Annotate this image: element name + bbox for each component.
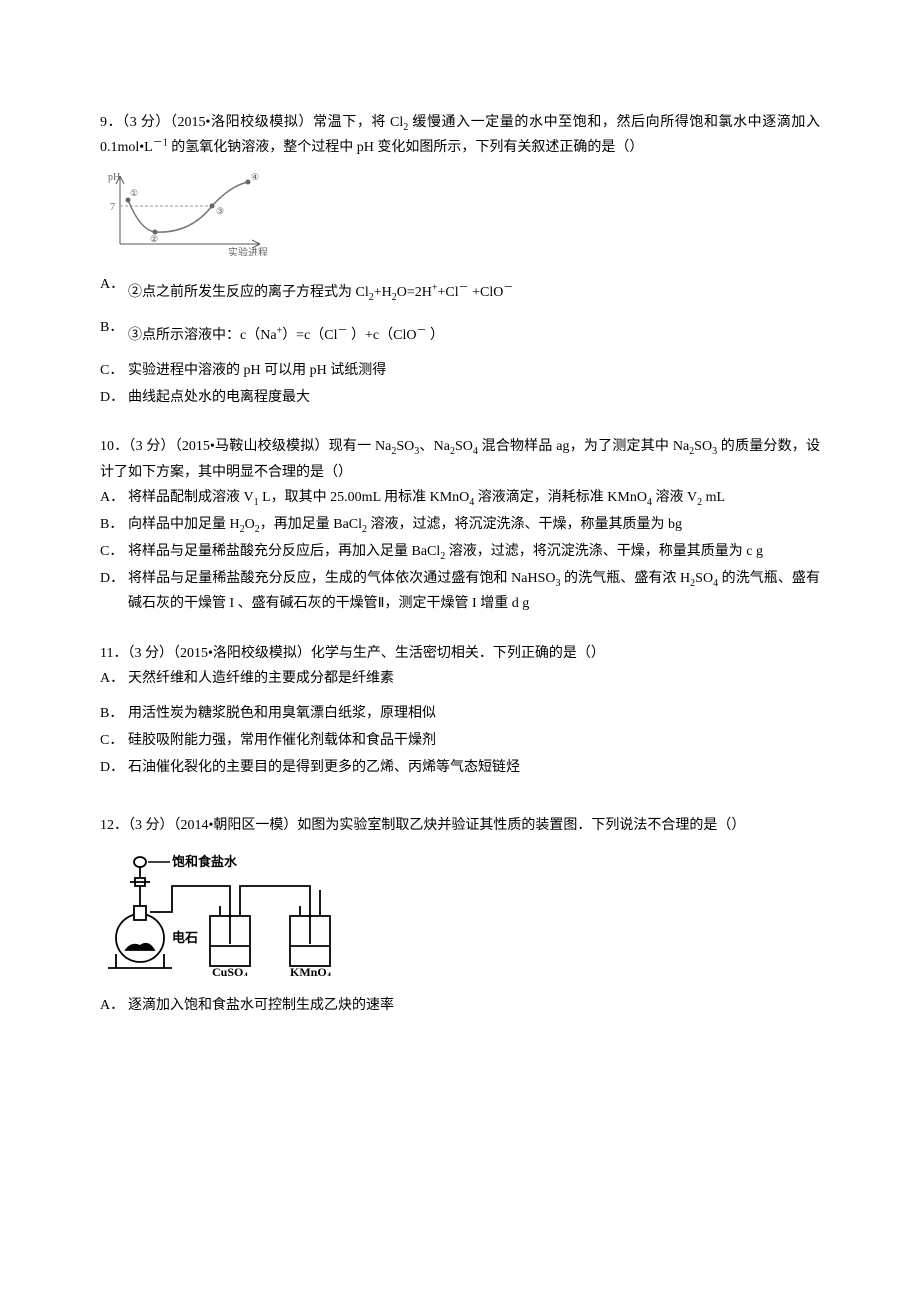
txt: +H <box>374 285 392 300</box>
circle-2: ②点之前所发生反应的离子方程式为 Cl <box>128 280 369 305</box>
q9-stem-text: 的氢氧化钠溶液，整个过程中 pH 变化如图所示，下列有关叙述正确的是（） <box>168 140 644 155</box>
txt: +ClO <box>469 285 504 300</box>
q10-option-d: D． 将样品与足量稀盐酸充分反应，生成的气体依次通过盛有饱和 NaHSO3 的洗… <box>100 566 820 616</box>
option-label: A． <box>100 272 128 313</box>
option-text: 硅胶吸附能力强，常用作催化剂载体和食品干燥剂 <box>128 728 820 753</box>
txt: 将样品配制成溶液 V <box>128 490 254 505</box>
txt: 10．（3 分）（2015•马鞍山校级模拟）现有一 Na <box>100 439 391 454</box>
option-text: 逐滴加入饱和食盐水可控制生成乙炔的速率 <box>128 993 820 1018</box>
option-text: 天然纤维和人造纤维的主要成分都是纤维素 <box>128 666 820 699</box>
option-label: C． <box>100 728 128 753</box>
txt: 、Na <box>419 439 450 454</box>
label-salt-water: 饱和食盐水 <box>171 854 238 869</box>
q9-option-b: B． ③点所示溶液中：c（Na+）=c（Cl－ ）+c（ClO－ ） <box>100 315 820 356</box>
question-11: 11．（3 分）（2015•洛阳校级模拟）化学与生产、生活密切相关．下列正确的是… <box>100 641 820 789</box>
txt: 将样品与足量稀盐酸充分反应后，再加入足量 BaCl <box>128 544 440 559</box>
txt: SO <box>396 439 414 454</box>
option-label: D． <box>100 566 128 616</box>
option-label: B． <box>100 512 128 537</box>
label-calcium-carbide: 电石 <box>172 930 198 945</box>
txt: SO <box>695 571 713 586</box>
txt: O <box>245 517 255 532</box>
q11-option-c: C． 硅胶吸附能力强，常用作催化剂载体和食品干燥剂 <box>100 728 820 753</box>
svg-text:③: ③ <box>216 206 224 216</box>
txt: 的洗气瓶、盛有浓 H <box>560 571 690 586</box>
y-mark-7: 7 <box>110 202 115 213</box>
question-10: 10．（3 分）（2015•马鞍山校级模拟）现有一 Na2SO3、Na2SO4 … <box>100 434 820 616</box>
option-text: ③点所示溶液中：c（Na+）=c（Cl－ ）+c（ClO－ ） <box>128 315 820 356</box>
txt: 溶液滴定，消耗标准 KMnO <box>474 490 647 505</box>
sup: － <box>459 282 469 293</box>
q12-option-a: A． 逐滴加入饱和食盐水可控制生成乙炔的速率 <box>100 993 820 1018</box>
option-label: C． <box>100 358 128 383</box>
txt: ，再加足量 BaCl <box>260 517 362 532</box>
sup: － <box>338 325 348 336</box>
q11-stem: 11．（3 分）（2015•洛阳校级模拟）化学与生产、生活密切相关．下列正确的是… <box>100 641 820 666</box>
sup: － <box>503 282 513 293</box>
option-text: 将样品与足量稀盐酸充分反应后，再加入足量 BaCl2 溶液，过滤，将沉淀洗涤、干… <box>128 539 820 564</box>
txt: 向样品中加足量 H <box>128 517 240 532</box>
q9-chart: pH 7 实验进程 ① ② ③ ④ <box>100 166 820 265</box>
q9-option-d: D． 曲线起点处水的电离程度最大 <box>100 385 820 410</box>
txt: SO <box>694 439 712 454</box>
option-text: 向样品中加足量 H2O2，再加足量 BaCl2 溶液，过滤，将沉淀洗涤、干燥，称… <box>128 512 820 537</box>
svg-text:②: ② <box>150 234 158 244</box>
svg-text:①: ① <box>130 188 138 198</box>
txt: O=2H <box>397 285 432 300</box>
txt: mL <box>702 490 725 505</box>
txt: ）+c（ClO <box>348 328 417 343</box>
question-12: 12．（3 分）（2014•朝阳区一模）如图为实验室制取乙炔并验证其性质的装置图… <box>100 813 820 1019</box>
option-text: 将样品配制成溶液 V1 L，取其中 25.00mL 用标准 KMnO4 溶液滴定… <box>128 485 820 510</box>
q11-option-b: B． 用活性炭为糖浆脱色和用臭氧漂白纸浆，原理相似 <box>100 701 820 726</box>
txt: 将样品与足量稀盐酸充分反应，生成的气体依次通过盛有饱和 NaHSO <box>128 571 555 586</box>
txt: ）=c（Cl <box>282 328 337 343</box>
q10-option-c: C． 将样品与足量稀盐酸充分反应后，再加入足量 BaCl2 溶液，过滤，将沉淀洗… <box>100 539 820 564</box>
q11-option-d: D． 石油催化裂化的主要目的是得到更多的乙烯、丙烯等气态短链烃 <box>100 755 820 788</box>
option-text: ②点之前所发生反应的离子方程式为 Cl2+H2O=2H++Cl－ +ClO－ <box>128 272 820 313</box>
option-text: 用活性炭为糖浆脱色和用臭氧漂白纸浆，原理相似 <box>128 701 820 726</box>
q12-stem: 12．（3 分）（2014•朝阳区一模）如图为实验室制取乙炔并验证其性质的装置图… <box>100 813 820 838</box>
txt: +Cl <box>438 285 459 300</box>
q10-stem: 10．（3 分）（2015•马鞍山校级模拟）现有一 Na2SO3、Na2SO4 … <box>100 434 820 484</box>
txt: SO <box>455 439 473 454</box>
apparatus-svg: 饱和食盐水 电石 CuSO4 溶液 KMnO4 酸性溶液 <box>100 846 390 976</box>
option-label: A． <box>100 993 128 1018</box>
option-text: 将样品与足量稀盐酸充分反应，生成的气体依次通过盛有饱和 NaHSO3 的洗气瓶、… <box>128 566 820 616</box>
txt: 溶液 V <box>652 490 697 505</box>
txt: L，取其中 25.00mL 用标准 KMnO <box>259 490 470 505</box>
q10-option-b: B． 向样品中加足量 H2O2，再加足量 BaCl2 溶液，过滤，将沉淀洗涤、干… <box>100 512 820 537</box>
q9-option-a: A． ②点之前所发生反应的离子方程式为 Cl2+H2O=2H++Cl－ +ClO… <box>100 272 820 313</box>
option-label: B． <box>100 701 128 726</box>
q9-stem: 9．（3 分）（2015•洛阳校级模拟）常温下，将 Cl2 缓慢通入一定量的水中… <box>100 110 820 160</box>
q9-stem-text: 9．（3 分）（2015•洛阳校级模拟）常温下，将 Cl <box>100 115 403 130</box>
option-label: C． <box>100 539 128 564</box>
sup: － <box>416 325 426 336</box>
option-text: 实验进程中溶液的 pH 可以用 pH 试纸测得 <box>128 358 820 383</box>
q9-sup: －1 <box>153 138 168 149</box>
txt: ） <box>426 328 444 343</box>
q9-option-c: C． 实验进程中溶液的 pH 可以用 pH 试纸测得 <box>100 358 820 383</box>
x-axis-label: 实验进程 <box>228 246 268 256</box>
txt: 溶液，过滤，将沉淀洗涤、干燥，称量其质量为 bg <box>367 517 682 532</box>
option-label: D． <box>100 385 128 410</box>
q10-option-a: A． 将样品配制成溶液 V1 L，取其中 25.00mL 用标准 KMnO4 溶… <box>100 485 820 510</box>
txt: 溶液，过滤，将沉淀洗涤、干燥，称量其质量为 c g <box>445 544 763 559</box>
label-cuso4-soln: 溶液 <box>218 974 242 976</box>
question-9: 9．（3 分）（2015•洛阳校级模拟）常温下，将 Cl2 缓慢通入一定量的水中… <box>100 110 820 410</box>
ph-curve-chart: pH 7 实验进程 ① ② ③ ④ <box>100 166 280 256</box>
option-label: D． <box>100 755 128 788</box>
q12-apparatus-diagram: 饱和食盐水 电石 CuSO4 溶液 KMnO4 酸性溶液 <box>100 846 820 985</box>
option-text: 曲线起点处水的电离程度最大 <box>128 385 820 410</box>
txt: 混合物样品 ag，为了测定其中 Na <box>478 439 689 454</box>
option-label: A． <box>100 485 128 510</box>
option-text: 石油催化裂化的主要目的是得到更多的乙烯、丙烯等气态短链烃 <box>128 755 820 788</box>
option-label: B． <box>100 315 128 356</box>
q11-option-a: A． 天然纤维和人造纤维的主要成分都是纤维素 <box>100 666 820 699</box>
svg-text:④: ④ <box>251 172 259 182</box>
txt: ③点所示溶液中：c（Na <box>128 328 277 343</box>
label-kmno4-soln: 酸性溶液 <box>286 974 334 976</box>
y-axis-label: pH <box>108 172 120 183</box>
option-label: A． <box>100 666 128 699</box>
